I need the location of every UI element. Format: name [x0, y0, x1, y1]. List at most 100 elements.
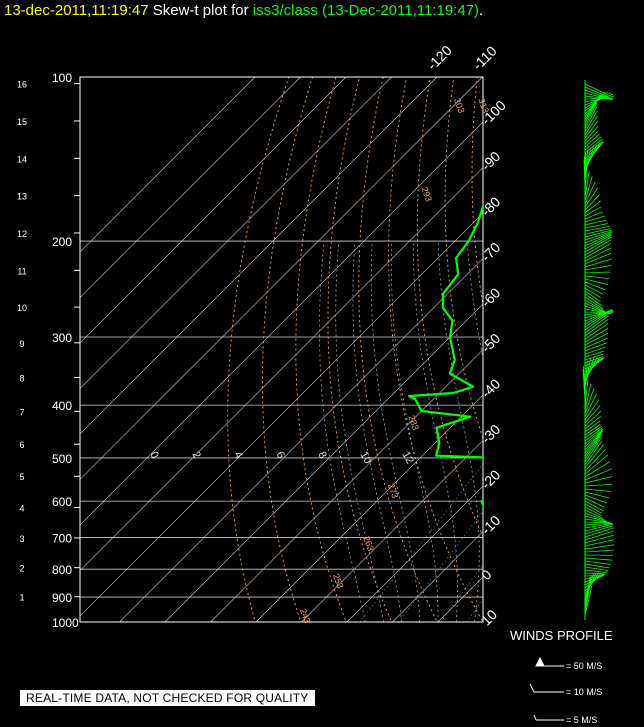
wind-barb [584, 494, 608, 504]
dry-adiabat-line [619, 77, 644, 634]
winds-profile-title: WINDS PROFILE [510, 628, 613, 643]
dry-adiabat-lines [227, 77, 644, 634]
moist-adiabat-label: 2 [189, 449, 202, 460]
wind-barb [584, 219, 607, 226]
wind-barb [584, 563, 610, 569]
mixing-ratio-lines [359, 216, 644, 622]
wind-barb [584, 332, 609, 346]
legend-10: = 10 M/S [566, 687, 603, 697]
dewpoint-profile-line [408, 203, 483, 508]
wind-barb [584, 518, 610, 523]
wind-barb [584, 544, 615, 550]
wind-barb [584, 415, 602, 430]
legend-5: = 5 M/S [566, 715, 598, 725]
temperature-tick-label: -80 [478, 193, 504, 219]
wind-barb [584, 557, 613, 561]
wind-barb [584, 468, 612, 481]
height-tick-label: 6 [19, 440, 24, 450]
moist-adiabat-line [370, 241, 421, 622]
dry-adiabat-line [548, 77, 644, 634]
temperature-tick-label: -20 [478, 466, 504, 492]
wind-barb [584, 243, 612, 259]
pressure-tick-label: 700 [52, 532, 72, 546]
height-tick-label: 8 [19, 374, 24, 384]
wind-barb [584, 420, 601, 433]
wind-barb [584, 309, 612, 325]
wind-barb [584, 430, 603, 451]
wind-barb [584, 525, 614, 535]
isotherm-line [392, 531, 483, 622]
quality-notice: REAL-TIME DATA, NOT CHECKED FOR QUALITY [20, 690, 315, 706]
wind-barb [584, 410, 602, 427]
moist-adiabat-line [565, 241, 644, 622]
height-tick-label: 16 [17, 80, 27, 90]
dry-adiabat-label: 273 [386, 482, 401, 500]
isotherm-line [80, 212, 483, 617]
height-tick-label: 11 [17, 266, 26, 276]
wind-barb [584, 425, 602, 439]
wind-barb [584, 293, 603, 307]
wind-barb [584, 572, 600, 595]
title-station: iss3/class [252, 2, 318, 19]
dry-adiabat-line [262, 77, 313, 622]
pressure-tick-label: 900 [52, 591, 72, 605]
wind-barb [584, 444, 604, 469]
wind-barb [584, 539, 615, 547]
wind-barb [584, 379, 589, 409]
height-tick-label: 10 [17, 303, 27, 313]
axis-labels: 1002003004005006007008009001000123456789… [17, 42, 509, 630]
wind-barb [584, 342, 607, 352]
wind-barb [584, 579, 591, 610]
wind-barb [584, 431, 603, 454]
wind-barb [584, 454, 609, 475]
wind-barb [584, 582, 591, 613]
wind-barb [584, 275, 610, 279]
wind-barb [584, 530, 614, 541]
title-prefix: Skew-t plot for [152, 2, 249, 19]
isotherm-line [80, 77, 483, 480]
wind-profile [582, 80, 615, 620]
moist-adiabat-label: 8 [315, 449, 328, 460]
wind-barb [584, 383, 592, 412]
wind-barb [584, 318, 609, 337]
wind-barb [584, 512, 606, 521]
title-datetime: 13-dec-2011,11:19:47 [4, 2, 149, 19]
wind-barb [584, 428, 604, 445]
mixing-ratio-line [440, 564, 483, 622]
wind-barb [584, 491, 610, 499]
wind-barb [584, 429, 604, 448]
wind-barb [584, 440, 603, 466]
wind-barb [584, 522, 613, 529]
isotherm-line [346, 485, 483, 622]
wind-barb [584, 299, 606, 313]
isotherm-line [484, 77, 644, 622]
moist-adiabat-line [502, 241, 533, 622]
isotherm-line [80, 77, 392, 389]
wind-barb [584, 509, 604, 519]
chart-title: 13-dec-2011,11:19:47 Skew-t plot for iss… [4, 2, 484, 19]
wind-barb [584, 194, 600, 211]
moist-adiabat-label: 6 [273, 449, 286, 460]
dry-adiabat-line [523, 77, 644, 634]
wind-barb [584, 133, 600, 148]
isotherm-line [164, 303, 483, 622]
isotherm-line [80, 121, 483, 526]
mixing-ratio-line [398, 510, 483, 622]
wind-barb [584, 171, 590, 199]
isotherm-line [255, 394, 483, 622]
moist-adiabat-label: 4 [231, 449, 244, 460]
moist-adiabat-line [352, 241, 402, 622]
wind-barb [584, 110, 598, 133]
mixing-ratio-line [486, 216, 644, 622]
dry-adiabat-line [388, 77, 483, 622]
wind-barb [584, 236, 612, 253]
wind-barb [584, 350, 605, 358]
wind-barb [584, 448, 606, 472]
legend-50: = 50 M/S [566, 661, 603, 671]
wind-barb [584, 476, 613, 484]
pressure-gridlines [80, 76, 483, 623]
pressure-tick-label: 1000 [52, 616, 79, 630]
isotherm-line [210, 349, 483, 622]
sounding-profiles [408, 203, 483, 508]
moist-adiabat-label: 0 [147, 449, 160, 460]
